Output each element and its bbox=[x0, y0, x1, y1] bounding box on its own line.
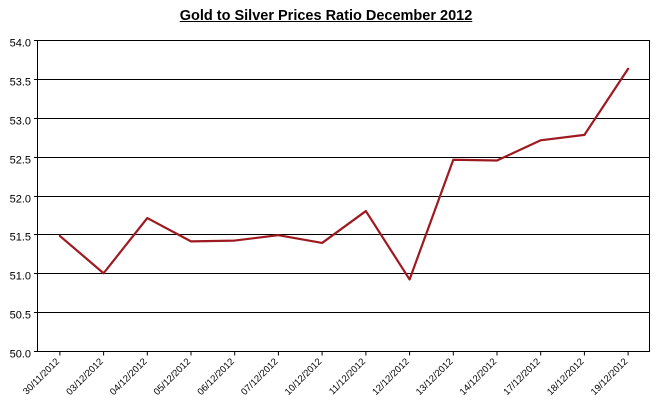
svg-text:04/12/2012: 04/12/2012 bbox=[108, 356, 149, 397]
svg-text:12/12/2012: 12/12/2012 bbox=[370, 356, 411, 397]
svg-text:51.0: 51.0 bbox=[10, 271, 31, 283]
svg-text:14/12/2012: 14/12/2012 bbox=[458, 356, 499, 397]
svg-text:19/12/2012: 19/12/2012 bbox=[589, 356, 630, 397]
svg-text:06/12/2012: 06/12/2012 bbox=[195, 356, 236, 397]
svg-text:50.5: 50.5 bbox=[10, 310, 31, 322]
svg-text:13/12/2012: 13/12/2012 bbox=[414, 356, 455, 397]
svg-text:05/12/2012: 05/12/2012 bbox=[152, 356, 193, 397]
svg-text:53.0: 53.0 bbox=[10, 116, 31, 128]
svg-text:18/12/2012: 18/12/2012 bbox=[545, 356, 586, 397]
svg-text:53.5: 53.5 bbox=[10, 77, 31, 89]
svg-text:17/12/2012: 17/12/2012 bbox=[501, 356, 542, 397]
svg-text:51.5: 51.5 bbox=[10, 232, 31, 244]
svg-text:11/12/2012: 11/12/2012 bbox=[327, 356, 368, 397]
svg-text:52.5: 52.5 bbox=[10, 155, 31, 167]
svg-text:30/11/2012: 30/11/2012 bbox=[21, 356, 62, 397]
svg-text:52.0: 52.0 bbox=[10, 194, 31, 206]
svg-text:50.0: 50.0 bbox=[10, 349, 31, 361]
svg-text:10/12/2012: 10/12/2012 bbox=[283, 356, 324, 397]
svg-text:03/12/2012: 03/12/2012 bbox=[64, 356, 105, 397]
svg-text:07/12/2012: 07/12/2012 bbox=[239, 356, 280, 397]
svg-text:54.0: 54.0 bbox=[10, 38, 31, 50]
